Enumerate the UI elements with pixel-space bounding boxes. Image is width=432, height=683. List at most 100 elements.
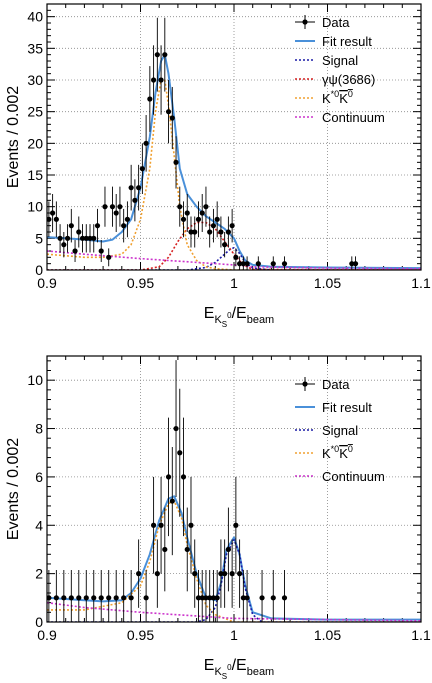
data-point xyxy=(121,223,127,229)
legend-label: Signal xyxy=(322,53,358,68)
data-point xyxy=(177,450,183,456)
legend-label: Fit result xyxy=(322,34,372,49)
data-point xyxy=(240,595,246,601)
data-point xyxy=(222,242,228,248)
y-tick-label: 2 xyxy=(35,566,43,582)
data-point xyxy=(255,261,261,267)
data-point xyxy=(270,595,276,601)
data-point xyxy=(139,166,145,172)
series-line-signal xyxy=(47,539,421,622)
legend-label: Fit result xyxy=(322,400,372,415)
series-line-k-0k-0 xyxy=(47,500,421,622)
data-point xyxy=(136,185,142,191)
series-line-continuum xyxy=(47,601,421,622)
data-point xyxy=(210,223,217,229)
data-point xyxy=(180,474,187,480)
x-axis-title: EKS0/Ebeam xyxy=(204,305,274,329)
legend-label: Data xyxy=(322,15,350,30)
y-tick-label: 0 xyxy=(35,262,43,278)
data-point xyxy=(210,595,217,601)
x-tick-label: 1 xyxy=(230,275,238,291)
data-point xyxy=(150,77,157,83)
x-tick-label: 0.95 xyxy=(127,627,154,643)
data-point xyxy=(207,229,213,235)
data-point xyxy=(106,254,112,260)
legend-label: Continuum xyxy=(322,469,385,484)
data-point xyxy=(53,595,59,601)
data-point xyxy=(98,248,104,254)
y-tick-label: 30 xyxy=(27,72,43,88)
data-point xyxy=(61,595,67,601)
data-point xyxy=(225,546,231,553)
y-tick-label: 35 xyxy=(27,40,43,56)
x-tick-label: 1.05 xyxy=(314,627,341,643)
data-point xyxy=(233,522,239,528)
data-point xyxy=(225,229,231,235)
data-point xyxy=(180,216,187,222)
legend-label: K*0K0 xyxy=(322,89,353,106)
data-point xyxy=(192,229,198,235)
data-point xyxy=(50,210,56,216)
data-point xyxy=(169,498,175,504)
y-tick-label: 10 xyxy=(27,372,43,388)
data-point xyxy=(154,571,160,577)
x-tick-label: 1 xyxy=(230,627,238,643)
data-point xyxy=(76,595,82,601)
data-point xyxy=(61,242,67,248)
data-point xyxy=(173,159,179,165)
legend-label: γψ(3686) xyxy=(322,72,375,87)
x-tick-label: 0.9 xyxy=(37,275,57,291)
x-axis-title: EKS0/Ebeam xyxy=(204,657,274,681)
data-point xyxy=(203,204,209,210)
data-point xyxy=(352,261,359,267)
y-tick-label: 6 xyxy=(35,469,43,485)
x-tick-label: 1.1 xyxy=(411,275,431,291)
data-point xyxy=(229,571,235,577)
y-tick-label: 25 xyxy=(27,104,43,120)
x-tick-label: 0.9 xyxy=(37,627,57,643)
top-panel: 0.9 0.95 1 1.05 1.1 0 5 10 15 20 25 30 35 40 Events / … xyxy=(5,3,431,329)
data-point xyxy=(158,77,164,83)
data-point xyxy=(154,52,160,58)
data-point xyxy=(169,115,175,121)
y-tick-label: 40 xyxy=(27,9,43,25)
data-point xyxy=(83,235,89,241)
data-point xyxy=(109,204,116,210)
data-point xyxy=(147,96,153,102)
data-point xyxy=(203,595,209,601)
data-point xyxy=(91,235,97,241)
data-point xyxy=(244,595,250,601)
data-point xyxy=(199,595,205,601)
data-point xyxy=(188,229,194,235)
data-point xyxy=(158,522,164,528)
legend-marker-point xyxy=(302,381,308,387)
data-point xyxy=(207,595,213,601)
data-point xyxy=(136,571,142,577)
data-point xyxy=(165,474,172,480)
data-point xyxy=(150,522,157,528)
data-point xyxy=(117,204,123,210)
data-point xyxy=(214,216,220,222)
data-point xyxy=(76,229,82,235)
data-point xyxy=(87,235,93,241)
x-tick-label: 0.95 xyxy=(127,275,154,291)
data-point xyxy=(195,216,202,222)
data-point xyxy=(229,223,235,229)
data-point xyxy=(47,595,52,601)
x-tick-label: 1.1 xyxy=(411,627,431,643)
y-axis-title: Events / 0.002 xyxy=(5,86,22,188)
data-point xyxy=(349,261,355,267)
plot-frame xyxy=(46,3,422,271)
y-tick-label: 20 xyxy=(27,135,43,151)
y-tick-label: 15 xyxy=(27,167,43,183)
x-tick-label: 1.05 xyxy=(314,275,341,291)
data-point xyxy=(218,571,224,577)
data-point xyxy=(128,595,134,601)
data-point xyxy=(143,140,149,146)
data-point xyxy=(233,254,239,260)
data-point xyxy=(98,595,104,601)
data-point xyxy=(237,261,243,267)
data-point xyxy=(106,595,112,601)
data-point xyxy=(57,235,63,241)
